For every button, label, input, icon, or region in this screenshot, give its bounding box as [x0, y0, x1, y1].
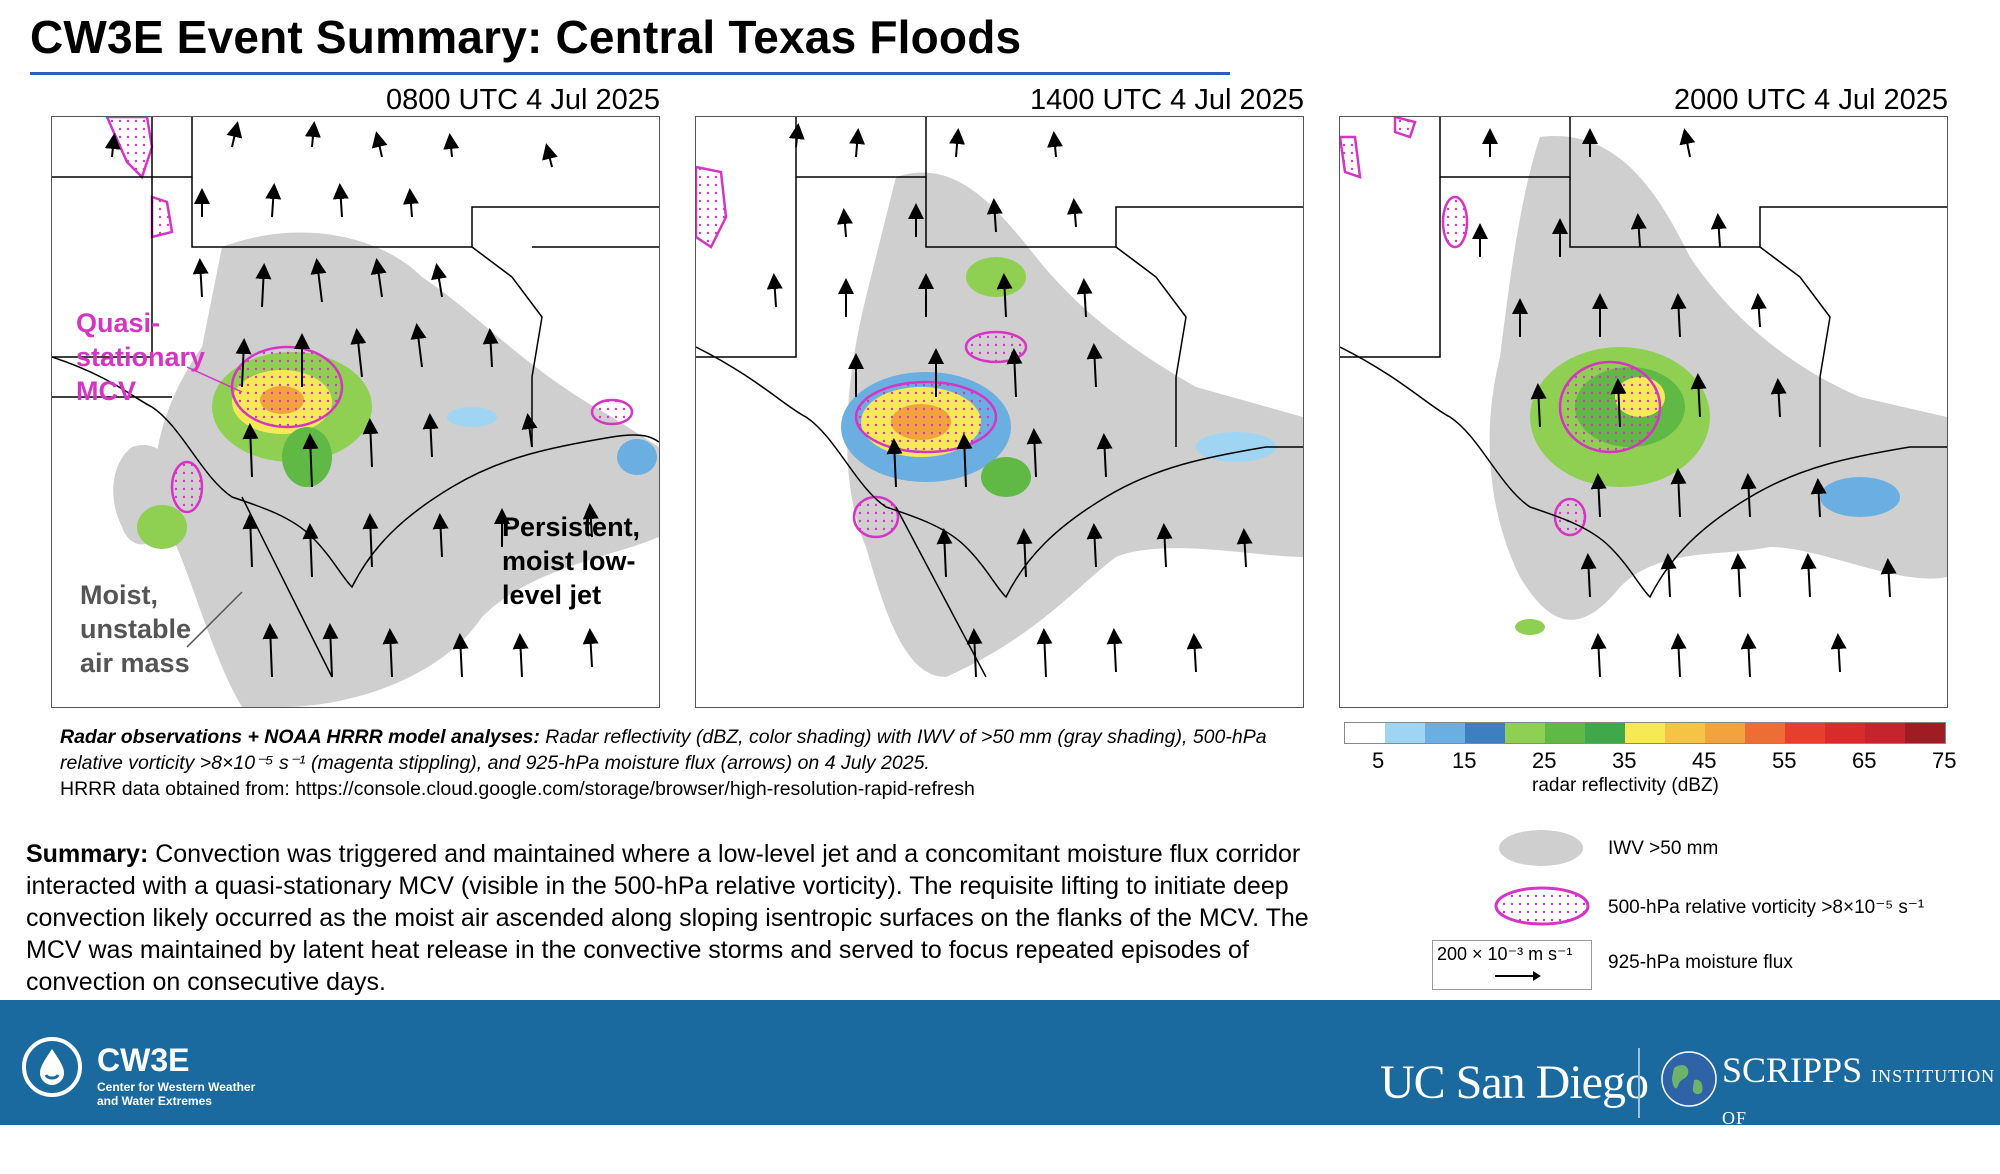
- moisture-flux-arrows: [766, 123, 1253, 678]
- colorbar-swatch: [1865, 723, 1905, 743]
- reference-vector-label: 200 × 10⁻³ m s⁻¹: [1437, 944, 1573, 964]
- caption-text: Radar reflectivity (dBZ, color shading) …: [60, 726, 1267, 774]
- colorbar-swatch: [1785, 723, 1825, 743]
- cw3e-subtitle: Center for Western Weather and Water Ext…: [97, 1080, 255, 1108]
- footer-divider: [1638, 1048, 1640, 1118]
- colorbar-swatch: [1665, 723, 1705, 743]
- annotation-low-level-jet: Persistent, moist low- level jet: [502, 510, 640, 612]
- map-panel-3: [1339, 116, 1948, 708]
- caption-lead: Radar observations + NOAA HRRR model ana…: [60, 726, 540, 748]
- annotation-moist-line-1: Moist,: [80, 580, 158, 610]
- reflectivity-colorbar: [1344, 722, 1946, 744]
- colorbar-swatch: [1705, 723, 1745, 743]
- colorbar-swatch: [1345, 723, 1385, 743]
- map-1-svg: [52, 117, 659, 707]
- colorbar-tick-label: 65: [1852, 748, 1877, 773]
- colorbar-label: radar reflectivity (dBZ): [1532, 775, 1719, 796]
- legend-iwv-label: IWV >50 mm: [1608, 838, 1719, 859]
- map-panel-2: [695, 116, 1304, 708]
- map-boundaries: [52, 117, 659, 678]
- panel-2-time: 1400 UTC 4 Jul 2025: [1029, 84, 1304, 116]
- legend-vorticity-swatch: [1494, 886, 1590, 926]
- annotation-mcv: Quasi- stationary MCV: [76, 306, 205, 408]
- colorbar-tick-label: 45: [1692, 748, 1717, 773]
- map-boundaries: [696, 117, 1303, 678]
- legend-iwv-swatch: [1499, 830, 1583, 866]
- colorbar-swatch: [1385, 723, 1425, 743]
- colorbar-tick-label: 5: [1372, 748, 1385, 773]
- footer-bar: [0, 1000, 2000, 1125]
- annotation-jet-line-3: level jet: [502, 580, 602, 610]
- map-3-svg: [1340, 117, 1947, 678]
- colorbar-swatch: [1745, 723, 1785, 743]
- colorbar-swatch: [1545, 723, 1585, 743]
- legend-reference-vector: 200 × 10⁻³ m s⁻¹: [1432, 940, 1592, 990]
- vorticity-stippling: [1340, 117, 1662, 537]
- map-panel-1: [51, 116, 660, 708]
- cw3e-logo-icon: [22, 1037, 82, 1097]
- annotation-jet-line-1: Persistent,: [502, 512, 641, 542]
- annotation-moist-line-2: unstable: [80, 614, 192, 644]
- iwv-gray-shading: [847, 172, 1303, 678]
- annotation-moist-line-3: air mass: [80, 648, 190, 678]
- caption-source: HRRR data obtained from: https://console…: [60, 778, 975, 800]
- colorbar-tick-label: 25: [1532, 748, 1557, 773]
- colorbar-swatch: [1585, 723, 1625, 743]
- scripps-institution: INSTITUTION OF: [1722, 1066, 1996, 1128]
- colorbar-tick-label: 35: [1612, 748, 1637, 773]
- annotation-leaders: [186, 366, 243, 648]
- colorbar-swatch: [1465, 723, 1505, 743]
- globe-icon: [1661, 1051, 1717, 1107]
- vorticity-stippling: [105, 117, 634, 514]
- title-underline: [30, 72, 1230, 75]
- legend-flux-label: 925-hPa moisture flux: [1608, 952, 1793, 973]
- moisture-flux-arrows: [1472, 128, 1897, 678]
- colorbar-swatch: [1505, 723, 1545, 743]
- scripps-line-1: SCRIPPS: [1722, 1050, 1863, 1090]
- annotation-mcv-line-1: Quasi-: [76, 308, 161, 338]
- scripps-logo: SCRIPPS INSTITUTION OF OCEANOGRAPHY: [1722, 1052, 2000, 1172]
- annotation-jet-line-2: moist low-: [502, 546, 636, 576]
- colorbar-swatch: [1825, 723, 1865, 743]
- legend-vorticity-label: 500-hPa relative vorticity >8×10⁻⁵ s⁻¹: [1608, 897, 1925, 918]
- colorbar-tick-label: 15: [1452, 748, 1477, 773]
- page-title: CW3E Event Summary: Central Texas Floods: [30, 11, 1022, 63]
- ucsd-logo: UC San Diego: [1380, 1056, 1649, 1109]
- panel-1-time: 0800 UTC 4 Jul 2025: [385, 84, 660, 116]
- colorbar-tick-label: 75: [1932, 748, 1957, 773]
- summary-text: Summary: Convection was triggered and ma…: [26, 838, 1366, 998]
- map-boundaries: [1340, 117, 1947, 599]
- panel-3-time: 2000 UTC 4 Jul 2025: [1673, 84, 1948, 116]
- annotation-mcv-line-3: MCV: [76, 376, 136, 406]
- annotation-moist-air: Moist, unstable air mass: [80, 578, 191, 680]
- reference-arrow-icon: [1495, 971, 1541, 981]
- cw3e-subtitle-line-2: and Water Extremes: [97, 1094, 212, 1108]
- cw3e-subtitle-line-1: Center for Western Weather: [97, 1080, 256, 1094]
- annotation-mcv-line-2: stationary: [76, 342, 206, 372]
- cw3e-wordmark: CW3E: [97, 1042, 190, 1078]
- colorbar-swatch: [1905, 723, 1945, 743]
- map-2-svg: [696, 117, 1303, 678]
- colorbar-swatch: [1625, 723, 1665, 743]
- summary-lead: Summary:: [26, 840, 149, 868]
- colorbar-swatch: [1425, 723, 1465, 743]
- scripps-line-2: OCEANOGRAPHY: [1722, 1134, 2000, 1174]
- summary-body: Convection was triggered and maintained …: [26, 840, 1309, 996]
- colorbar-tick-label: 55: [1772, 748, 1797, 773]
- moisture-flux-arrows: [104, 121, 599, 678]
- figure-caption: Radar observations + NOAA HRRR model ana…: [60, 724, 1320, 802]
